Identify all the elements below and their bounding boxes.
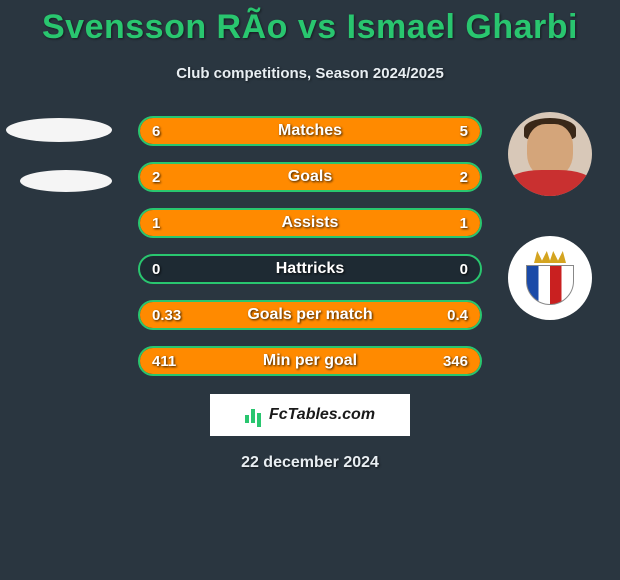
- stat-label: Assists: [282, 214, 339, 232]
- player-left-placeholder: [6, 118, 116, 220]
- placeholder-oval: [6, 118, 112, 142]
- club-crest: [508, 236, 592, 320]
- player-right-column: [508, 112, 592, 320]
- comparison-subtitle: Club competitions, Season 2024/2025: [0, 65, 620, 82]
- stat-right-value: 0.4: [447, 307, 468, 324]
- stat-label: Min per goal: [263, 352, 357, 370]
- bar-chart-icon: [245, 407, 263, 423]
- stat-left-value: 1: [152, 215, 160, 232]
- placeholder-oval: [20, 170, 112, 192]
- stat-left-value: 0.33: [152, 307, 181, 324]
- footer-brand-badge: FcTables.com: [210, 394, 410, 436]
- stat-left-value: 2: [152, 169, 160, 186]
- player-right-avatar: [508, 112, 592, 196]
- stat-label: Hattricks: [276, 260, 344, 278]
- stat-bars: 6 Matches 5 2 Goals 2 1 Assists 1 0 Hattricks 0 0.33…: [138, 116, 482, 392]
- stat-left-value: 0: [152, 261, 160, 278]
- stat-right-value: 1: [460, 215, 468, 232]
- stat-left-value: 6: [152, 123, 160, 140]
- stat-right-value: 346: [443, 353, 468, 370]
- stats-area: 6 Matches 5 2 Goals 2 1 Assists 1 0 Hattricks 0 0.33…: [0, 112, 620, 392]
- snapshot-date: 22 december 2024: [0, 454, 620, 472]
- stat-row: 0 Hattricks 0: [138, 254, 482, 284]
- stat-fill-left: [140, 164, 310, 190]
- stat-row: 6 Matches 5: [138, 116, 482, 146]
- stat-label: Matches: [278, 122, 342, 140]
- stat-row: 411 Min per goal 346: [138, 346, 482, 376]
- stat-fill-right: [310, 164, 480, 190]
- stat-row: 2 Goals 2: [138, 162, 482, 192]
- stat-row: 1 Assists 1: [138, 208, 482, 238]
- stat-row: 0.33 Goals per match 0.4: [138, 300, 482, 330]
- stat-right-value: 5: [460, 123, 468, 140]
- stat-label: Goals: [288, 168, 332, 186]
- stat-right-value: 2: [460, 169, 468, 186]
- stat-left-value: 411: [152, 353, 176, 370]
- stat-label: Goals per match: [247, 306, 372, 324]
- comparison-title: Svensson RÃo vs Ismael Gharbi: [0, 0, 620, 47]
- footer-brand-text: FcTables.com: [269, 406, 375, 424]
- stat-right-value: 0: [460, 261, 468, 278]
